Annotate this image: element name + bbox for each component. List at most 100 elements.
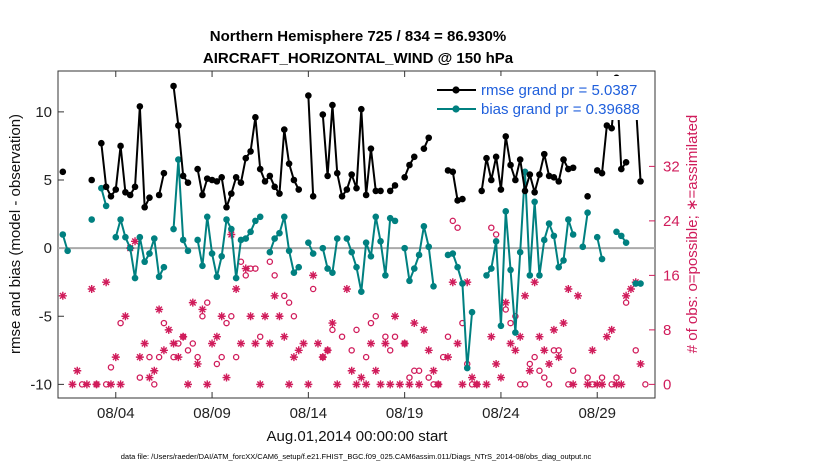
obs-possible-point: [386, 347, 394, 354]
obs-possible-point: [541, 374, 548, 381]
rmse-point: [478, 187, 485, 195]
rmse-point: [131, 183, 139, 191]
bias-point: [280, 213, 288, 221]
obs-assimilated-point: [159, 346, 168, 355]
rmse-point: [348, 171, 355, 178]
bias-point: [218, 252, 225, 260]
obs-assimilated-point: [212, 332, 221, 341]
obs-possible-point: [531, 353, 538, 361]
rmse-point: [184, 179, 192, 187]
bias-point: [565, 216, 572, 223]
obs-assimilated-point: [87, 285, 96, 293]
rmse-point: [333, 169, 341, 177]
obs-assimilated-point: [376, 380, 385, 389]
obs-assimilated-point: [275, 312, 284, 321]
obs-assimilated-point: [92, 380, 101, 389]
bias-point: [463, 364, 471, 372]
obs-assimilated-point: [429, 366, 438, 375]
obs-possible-point: [266, 258, 274, 265]
obs-assimilated-point: [554, 353, 563, 362]
rmse-point: [329, 101, 336, 109]
bias-point: [598, 255, 606, 263]
obs-assimilated-point: [391, 312, 400, 321]
obs-possible-point: [613, 374, 620, 381]
rmse-point: [126, 191, 134, 199]
obs-assimilated-point: [179, 332, 188, 341]
obs-possible-point: [569, 367, 577, 374]
bias-point: [483, 272, 490, 279]
obs-possible-point: [353, 326, 360, 334]
rmse-point: [261, 178, 269, 185]
obs-assimilated-point: [155, 305, 164, 314]
obs-assimilated-point: [482, 380, 491, 389]
rmse-point: [637, 178, 644, 185]
bias-point: [497, 322, 505, 330]
rmse-point: [290, 176, 298, 184]
bias-point: [617, 232, 625, 240]
obs-possible-point: [117, 319, 124, 327]
obs-possible-point: [372, 312, 380, 320]
rmse-point: [406, 161, 413, 169]
obs-assimilated-point: [487, 332, 496, 341]
legend-box: [432, 76, 654, 120]
rmse-point: [59, 168, 67, 176]
rmse-point: [88, 176, 96, 184]
obs-possible-point: [425, 374, 432, 381]
bias-point: [372, 213, 380, 221]
rmse-point: [232, 173, 240, 181]
bias-point: [425, 243, 433, 251]
rmse-point: [492, 153, 500, 161]
rmse-point: [194, 165, 201, 173]
obs-assimilated-point: [357, 373, 366, 382]
rmse-point: [459, 195, 466, 203]
rmse-point: [560, 156, 567, 163]
obs-possible-point: [256, 333, 264, 340]
obs-possible-point: [391, 333, 399, 340]
bias-point: [179, 236, 187, 244]
obs-possible-point: [415, 367, 423, 374]
obs-assimilated-point: [131, 237, 140, 246]
obs-possible-point: [622, 299, 630, 306]
obs-assimilated-point: [472, 380, 481, 389]
x-axis-label: Aug.01,2014 00:00:00 start: [267, 428, 449, 445]
bias-point: [126, 244, 134, 252]
bias-point: [536, 272, 543, 279]
bias-point: [247, 228, 254, 236]
rmse-point: [295, 186, 303, 193]
bias-point: [492, 238, 500, 245]
rmse-point: [343, 186, 351, 193]
obs-possible-point: [348, 347, 355, 354]
obs-assimilated-point: [381, 339, 390, 348]
obs-possible-point: [184, 347, 192, 354]
obs-count-markers: [58, 217, 649, 389]
bias-point: [295, 263, 303, 271]
obs-assimilated-point: [68, 380, 77, 389]
bias-point: [343, 235, 351, 242]
obs-possible-point: [189, 340, 197, 347]
obs-assimilated-point: [549, 325, 558, 334]
bias-point: [252, 217, 259, 225]
obs-assimilated-point: [443, 353, 452, 362]
obs-assimilated-point: [458, 380, 467, 389]
bias-point: [632, 280, 640, 287]
bias-point: [555, 263, 563, 271]
bias-point: [488, 265, 495, 272]
bias-point: [276, 229, 283, 237]
obs-possible-point: [228, 312, 235, 320]
obs-assimilated-point: [106, 380, 115, 389]
bias-point: [285, 247, 293, 255]
obs-possible-point: [252, 265, 259, 272]
y2-tick-label: 16: [663, 267, 680, 284]
obs-assimilated-point: [164, 325, 173, 334]
bias-point: [593, 233, 601, 241]
legend-bias-marker: [452, 105, 460, 113]
bias-point: [353, 263, 360, 271]
rmse-point: [555, 178, 563, 185]
obs-possible-point: [492, 231, 500, 238]
obs-possible-point: [406, 374, 413, 381]
bias-point: [223, 216, 230, 223]
obs-assimilated-point: [506, 339, 515, 348]
y-axis-ticks: -10 -5 0 5 10: [30, 104, 64, 393]
obs-assimilated-point: [492, 359, 501, 368]
rmse-point: [502, 133, 510, 140]
